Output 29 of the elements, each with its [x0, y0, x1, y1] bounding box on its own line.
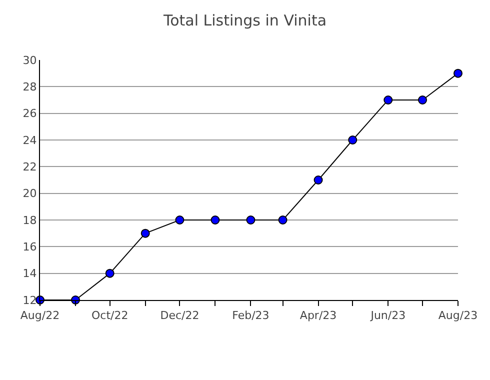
y-tick-label: 16 — [22, 240, 37, 254]
x-tick-label: Feb/23 — [232, 309, 270, 322]
point — [246, 216, 256, 224]
x-tick-label: Apr/23 — [300, 309, 337, 322]
point — [454, 68, 462, 78]
point — [175, 216, 184, 224]
x-tick-label: Dec/22 — [160, 309, 200, 322]
point — [210, 216, 220, 224]
y-tick-label: 14 — [22, 267, 37, 280]
point — [140, 228, 150, 238]
y-tick-label: 24 — [22, 134, 37, 147]
point — [105, 268, 114, 278]
y-tick-label: 18 — [22, 214, 37, 227]
x-tick-label: Oct/22 — [91, 309, 128, 322]
y-tick-label: 20 — [22, 187, 37, 200]
x-tick-label: Jun/23 — [370, 309, 406, 322]
y-tick-label: 22 — [22, 160, 37, 174]
y-tick-label: 28 — [22, 80, 37, 94]
point — [348, 136, 358, 144]
point — [418, 96, 427, 104]
point — [314, 176, 323, 184]
y-tick-label: 12 — [22, 294, 37, 307]
x-tick-label: Aug/22 — [20, 309, 60, 322]
point — [278, 216, 288, 224]
y-tick-label: 30 — [22, 54, 37, 67]
point — [384, 96, 393, 104]
x-tick-label: Aug/23 — [438, 309, 478, 322]
chart-title: Total Listings in Vinita — [162, 12, 327, 30]
y-tick-label: 26 — [22, 107, 37, 120]
